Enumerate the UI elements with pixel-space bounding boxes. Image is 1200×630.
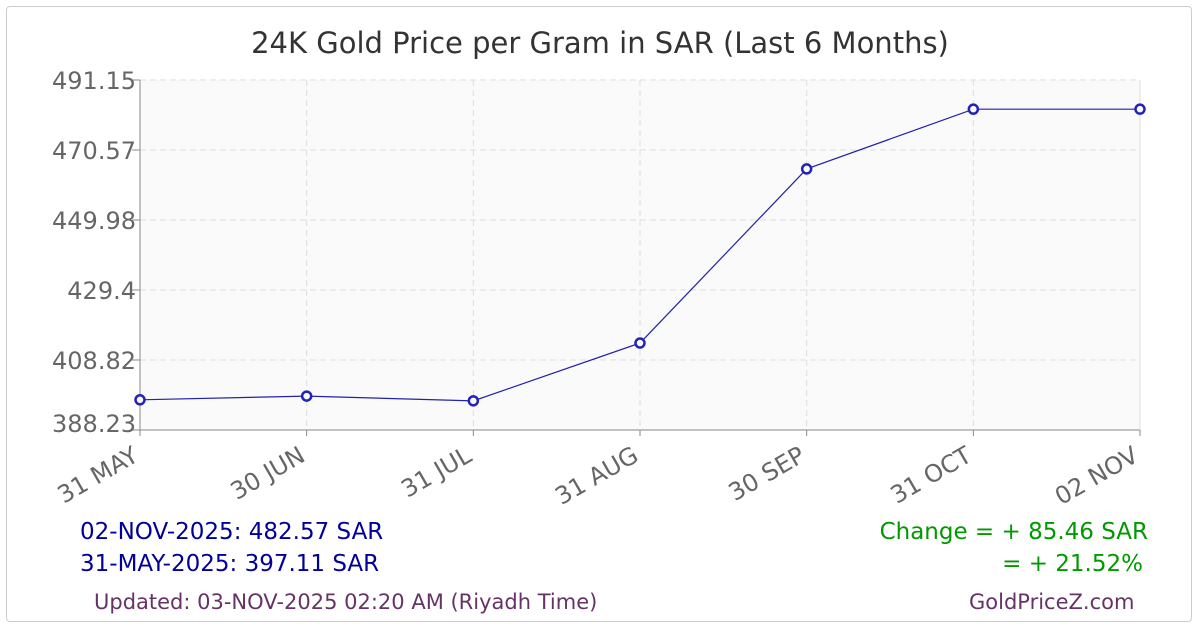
y-tick-label: 491.15 xyxy=(52,67,136,95)
x-tick-label: 30 SEP xyxy=(724,441,810,507)
data-point xyxy=(800,163,813,175)
y-tick-label: 429.4 xyxy=(67,277,136,305)
x-tick-label: 31 AUG xyxy=(550,441,643,511)
data-point xyxy=(134,394,146,406)
earliest-price: 31-MAY-2025: 397.11 SAR xyxy=(80,551,380,577)
latest-price: 02-NOV-2025: 482.57 SAR xyxy=(80,519,384,545)
source-link[interactable]: GoldPriceZ.com xyxy=(969,590,1135,614)
data-point xyxy=(467,395,480,407)
x-tick-label: 02 NOV xyxy=(1050,441,1143,511)
x-tick-label: 31 JUL xyxy=(396,441,477,504)
y-tick-label: 408.82 xyxy=(52,347,136,375)
y-tick-label: 470.57 xyxy=(52,137,136,165)
y-tick-label: 388.23 xyxy=(52,410,136,438)
updated-time: Updated: 03-NOV-2025 02:20 AM (Riyadh Ti… xyxy=(94,590,598,614)
chart-title: 24K Gold Price per Gram in SAR (Last 6 M… xyxy=(251,26,949,60)
change-percent: = + 21.52% xyxy=(1002,551,1143,577)
x-tick-label: 31 MAY xyxy=(53,441,144,509)
x-tick-label: 31 OCT xyxy=(886,441,977,510)
data-point xyxy=(1134,103,1146,115)
x-tick-label: 30 JUN xyxy=(226,441,310,506)
data-point xyxy=(967,103,980,115)
y-tick-label: 449.98 xyxy=(52,207,136,235)
data-point xyxy=(300,390,313,402)
change-absolute: Change = + 85.46 SAR xyxy=(879,519,1148,545)
chart-frame xyxy=(6,6,1192,622)
data-point xyxy=(634,337,646,349)
